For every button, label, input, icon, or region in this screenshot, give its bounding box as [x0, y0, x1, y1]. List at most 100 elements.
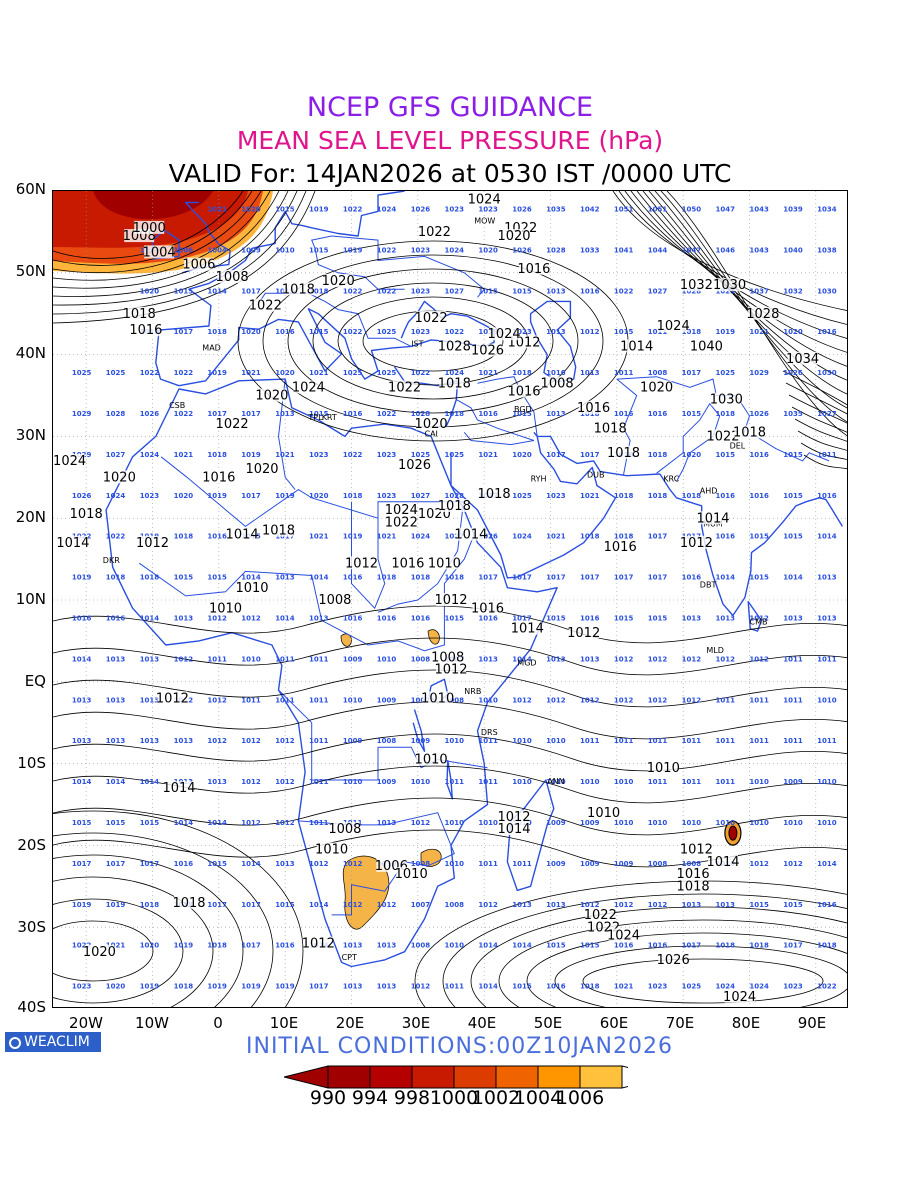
station-value: 1016 — [614, 942, 634, 950]
contour-label-bg — [658, 319, 689, 333]
station-value: 1009 — [343, 737, 363, 745]
colorbar-label: 1000 — [429, 1087, 479, 1109]
contour-label: 1008 — [328, 822, 361, 837]
isobar-europe-high — [312, 282, 554, 400]
station-value: 1025 — [377, 369, 397, 377]
isobar-europe-high — [262, 254, 604, 428]
station-value: 1011 — [478, 860, 498, 868]
lat-label: 10N — [15, 590, 46, 608]
station-value: 1013 — [106, 696, 126, 704]
station-value: 1010 — [445, 819, 465, 827]
station-value: 1019 — [72, 901, 92, 909]
station-value: 1014 — [207, 287, 227, 295]
contour-label: 1012 — [434, 593, 467, 608]
station-value: 1012 — [749, 860, 769, 868]
station-value: 1010 — [343, 778, 363, 786]
station-value: 1013 — [478, 655, 498, 663]
contour-label: 1016 — [517, 262, 550, 277]
station-value: 1011 — [648, 328, 668, 336]
contour-label: 1018 — [282, 282, 315, 297]
station-value: 1011 — [445, 778, 465, 786]
contour-label-bg — [724, 989, 755, 1003]
contour-label-bg — [124, 306, 155, 320]
contour-label-bg — [392, 556, 423, 570]
logo-text: WEACLIM — [24, 1034, 90, 1050]
isobar-tibet — [788, 394, 847, 424]
station-value: 1011 — [614, 737, 634, 745]
station-value: 1012 — [648, 655, 668, 663]
contour-label: 1012 — [156, 691, 189, 706]
station-value: 1028 — [682, 287, 702, 295]
isobar-low-nw — [53, 191, 316, 324]
station-value: 1021 — [546, 533, 566, 541]
contour-label: 1030 — [713, 278, 746, 293]
contour-label: 1026 — [471, 344, 504, 359]
station-value: 1010 — [478, 696, 498, 704]
contour-label: 1016 — [391, 556, 424, 571]
station-value: 1011 — [275, 655, 295, 663]
isobar-siberian-high — [666, 191, 847, 437]
station-value: 1016 — [817, 328, 837, 336]
station-value: 1023 — [377, 451, 397, 459]
contour-label-bg — [323, 274, 354, 288]
station-value: 1023 — [411, 287, 431, 295]
contour-label-bg — [698, 511, 728, 525]
station-value: 1025 — [512, 492, 532, 500]
station-value: 1017 — [580, 451, 600, 459]
lat-label: 50N — [15, 262, 46, 280]
station-value: 1016 — [749, 451, 769, 459]
station-value: 1040 — [783, 246, 803, 254]
station-value: 1018 — [614, 492, 634, 500]
contour-label: 1022 — [415, 311, 448, 326]
station-value: 1014 — [72, 778, 92, 786]
contour-label-bg — [419, 225, 450, 238]
station-value: 1015 — [309, 328, 329, 336]
station-code: KRT — [322, 413, 337, 422]
contour-label-bg — [608, 928, 639, 942]
station-code: ANN — [547, 777, 564, 786]
contour-label-bg — [416, 752, 447, 766]
station-value: 1022 — [377, 410, 397, 418]
colorbar-high-triangle — [621, 1065, 628, 1089]
station-value: 1015 — [614, 614, 634, 622]
station-value: 1016 — [106, 614, 126, 622]
station-value: 1021 — [580, 492, 600, 500]
station-value: 1011 — [512, 860, 532, 868]
contour-label-bg — [429, 556, 460, 570]
station-value: 1008 — [648, 369, 668, 377]
station-value: 1013 — [275, 574, 295, 582]
station-value: 1024 — [716, 983, 736, 991]
station-value: 1010 — [817, 778, 837, 786]
station-value: 1010 — [411, 778, 431, 786]
station-value: 1011 — [309, 696, 329, 704]
border-line — [277, 379, 296, 490]
shade-patch — [427, 629, 440, 645]
station-value: 1011 — [207, 655, 227, 663]
station-value: 1016 — [478, 614, 498, 622]
station-value: 1016 — [546, 983, 566, 991]
isobar-tibet — [794, 418, 847, 442]
station-value: 1017 — [478, 574, 498, 582]
station-value: 1012 — [783, 860, 803, 868]
lon-label: 90E — [797, 1014, 827, 1032]
station-value: 1015 — [478, 287, 498, 295]
contour-label: 1024 — [385, 503, 418, 518]
contour-label: 1034 — [786, 352, 819, 367]
contour-label: 1018 — [172, 896, 205, 911]
isobar-tropics — [53, 701, 847, 740]
station-value: 1014 — [478, 983, 498, 991]
station-value: 1023 — [411, 246, 431, 254]
border-line — [298, 812, 455, 916]
station-value: 1043 — [749, 246, 769, 254]
station-value: 1011 — [817, 655, 837, 663]
station-value: 1010 — [817, 696, 837, 704]
contour-label: 1014 — [497, 822, 530, 837]
station-value: 1015 — [749, 533, 769, 541]
station-value: 1015 — [275, 205, 295, 213]
station-value: 1013 — [72, 696, 92, 704]
station-value: 1042 — [580, 205, 600, 213]
station-code: KRC — [663, 474, 679, 483]
station-value: 1011 — [716, 737, 736, 745]
station-value: 1018 — [817, 942, 837, 950]
